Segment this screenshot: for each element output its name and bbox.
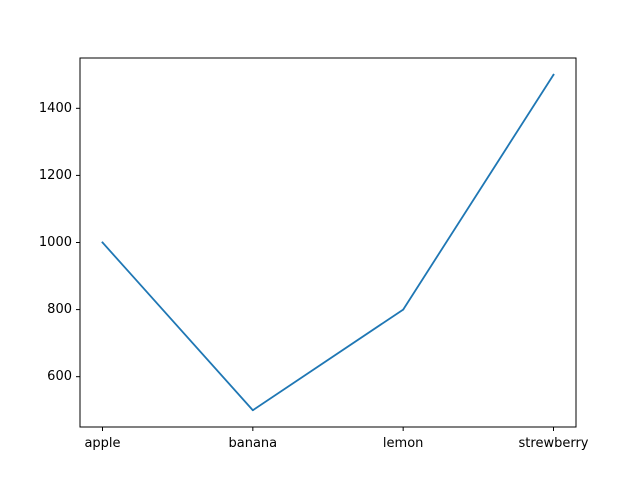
y-tick-label: 1200 (39, 168, 72, 183)
data-point (402, 308, 405, 311)
x-tick-label: apple (84, 436, 120, 451)
series-layer (101, 73, 555, 412)
x-tick-label: banana (229, 436, 278, 451)
y-tick-label: 600 (47, 369, 72, 384)
x-tick-label: lemon (383, 436, 423, 451)
data-point (101, 241, 104, 244)
x-axis: apple banana lemon strewberry (84, 427, 589, 451)
y-axis: 600 800 1000 1200 1400 (39, 101, 80, 384)
data-point (251, 409, 254, 412)
y-tick-label: 1000 (39, 235, 72, 250)
series-line (101, 73, 555, 412)
plot-area-frame (79, 57, 577, 428)
data-point (552, 73, 555, 76)
y-tick-label: 800 (47, 302, 72, 317)
x-tick-label: strewberry (519, 436, 589, 451)
y-tick-label: 1400 (39, 101, 72, 116)
